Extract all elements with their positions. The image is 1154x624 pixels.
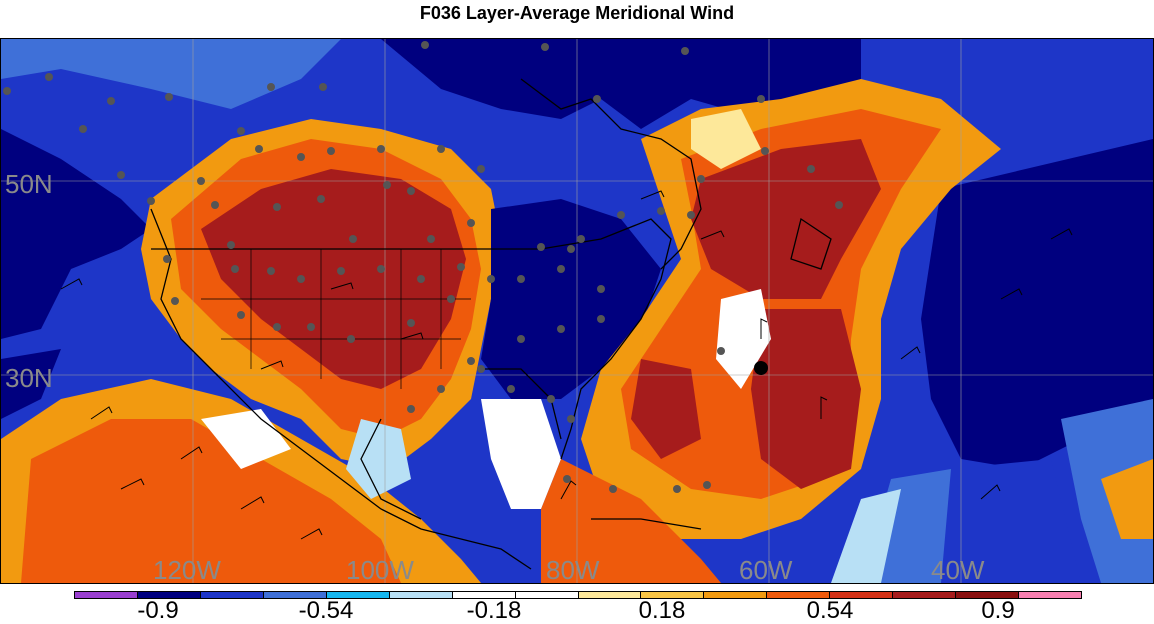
colorbar-segment (137, 592, 201, 598)
colorbar-segment (75, 592, 138, 598)
map-canvas (1, 39, 1153, 583)
colorbar-segment (452, 592, 516, 598)
colorbar-label: -0.54 (298, 597, 354, 624)
highlighted-station-dot (754, 361, 768, 375)
lon-label-120w: 120W (153, 555, 221, 584)
lon-label-100w: 100W (346, 555, 414, 584)
colorbar-segment (830, 592, 894, 598)
colorbar-segment (767, 592, 831, 598)
colorbar-segment (578, 592, 642, 598)
colorbar-label: -0.18 (466, 597, 522, 624)
colorbar-segment (641, 592, 705, 598)
meridional-wind-map: 50N 30N 120W 100W 80W 60W 40W (0, 38, 1154, 584)
colorbar-segment (389, 592, 453, 598)
station-dots (3, 41, 843, 493)
colorbar-segment (263, 592, 327, 598)
lat-label-50n: 50N (5, 169, 53, 199)
colorbar-label: 0.54 (806, 597, 854, 624)
colorbar-label: 0.18 (638, 597, 686, 624)
colorbar-segment (893, 592, 957, 598)
colorbar-segment (326, 592, 390, 598)
colorbar-label: -0.9 (137, 597, 179, 624)
lat-label-30n: 30N (5, 363, 53, 393)
wind-barbs (60, 190, 1073, 540)
colorbar-segment (515, 592, 579, 598)
lon-label-80w: 80W (546, 555, 600, 584)
lon-label-40w: 40W (931, 555, 985, 584)
colorbar-segment (1019, 592, 1081, 598)
colorbar-segment (200, 592, 264, 598)
map-title: F036 Layer-Average Meridional Wind (419, 3, 735, 23)
colorbar-label: 0.9 (981, 597, 1015, 624)
lon-label-60w: 60W (739, 555, 793, 584)
colorbar (74, 591, 1082, 599)
colorbar-segment (956, 592, 1020, 598)
colorbar-segment (704, 592, 768, 598)
